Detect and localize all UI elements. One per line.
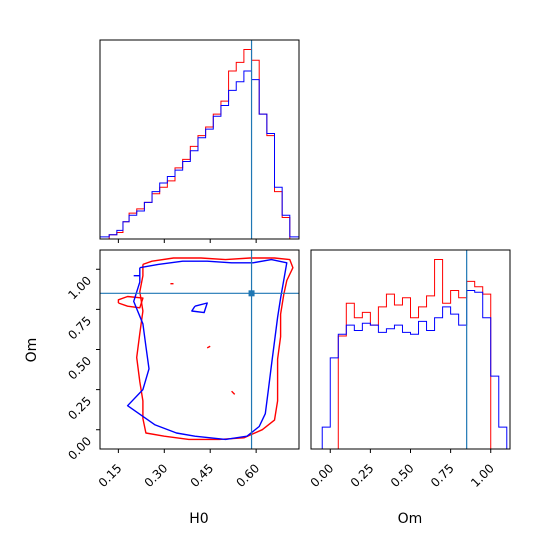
om-y-tick-label: 0.75 <box>65 314 94 343</box>
om-y-tick-label: 0.25 <box>65 394 94 423</box>
h0-marginal-plot-area <box>99 40 300 243</box>
om-x-axis-label: Om <box>398 511 423 527</box>
om-marginal-blue-series <box>321 289 508 449</box>
contour-truth-marker <box>248 290 255 297</box>
h0-x-tick-label: 0.15 <box>96 461 125 490</box>
contour-blue-5 <box>126 258 288 441</box>
om-x-tick-label: 0.00 <box>308 461 337 490</box>
h0-x-tick-label: 0.60 <box>233 461 262 490</box>
om-x-tick-label: 0.50 <box>388 461 417 490</box>
om-y-axis-label: Om <box>24 338 40 363</box>
om-x-tick-label: 0.75 <box>428 461 457 490</box>
om-y-tick-label: 0.50 <box>65 354 94 383</box>
h0-x-tick-label: 0.45 <box>188 461 217 490</box>
h0-marginal-red-series <box>100 48 299 240</box>
h0-x-tick-label: 0.30 <box>142 461 171 490</box>
h0-marginal-panel <box>99 39 300 243</box>
h0-marginal-blue-series <box>99 70 300 239</box>
h0-om-contour-panel: 0.15 0.30 0.45 0.60 0.00 0.25 0.50 0.75 1.00 <box>65 249 300 490</box>
h0-marginal-frame <box>99 39 300 240</box>
om-marginal-panel: 0.00 0.25 0.50 0.75 1.00 <box>308 249 511 490</box>
contour-red-4 <box>231 390 236 395</box>
om-x-tick-label: 1.00 <box>468 461 497 490</box>
contour-blue-7 <box>191 302 208 314</box>
om-marginal-frame <box>310 249 511 450</box>
om-marginal-plot-area: 0.00 0.25 0.50 0.75 1.00 <box>308 250 508 490</box>
contour-red-3 <box>206 345 211 349</box>
h0-om-contour-frame <box>99 249 300 450</box>
h0-x-axis-label: H0 <box>189 511 208 527</box>
contour-red-1 <box>117 295 144 309</box>
contour-red-0 <box>136 257 294 441</box>
om-y-tick-label: 0.00 <box>65 434 94 463</box>
om-x-tick-label: 0.25 <box>348 461 377 490</box>
om-y-tick-label: 1.00 <box>65 273 94 302</box>
